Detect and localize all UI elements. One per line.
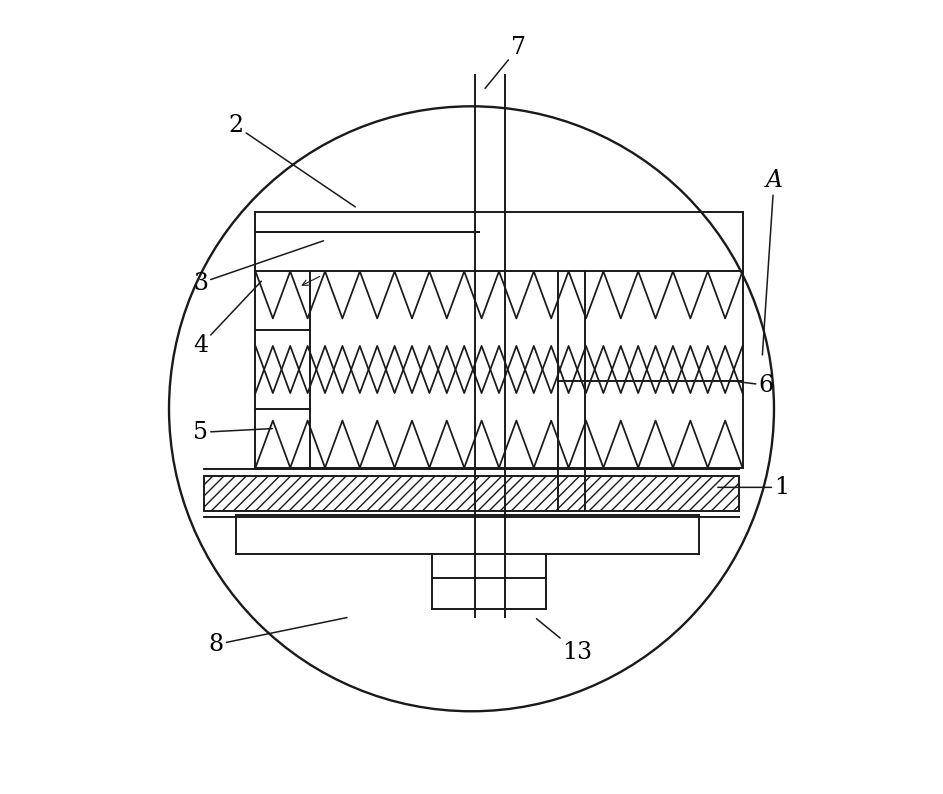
Text: 8: 8 bbox=[208, 618, 347, 656]
Text: 3: 3 bbox=[193, 241, 323, 295]
Text: 4: 4 bbox=[193, 281, 261, 357]
Text: 5: 5 bbox=[193, 421, 273, 444]
Text: 6: 6 bbox=[737, 374, 773, 397]
Text: 1: 1 bbox=[718, 476, 789, 499]
Text: 2: 2 bbox=[228, 114, 356, 207]
Bar bbox=[205, 476, 738, 511]
Text: A: A bbox=[762, 169, 783, 355]
Text: 7: 7 bbox=[485, 36, 526, 88]
Text: 13: 13 bbox=[537, 619, 592, 664]
